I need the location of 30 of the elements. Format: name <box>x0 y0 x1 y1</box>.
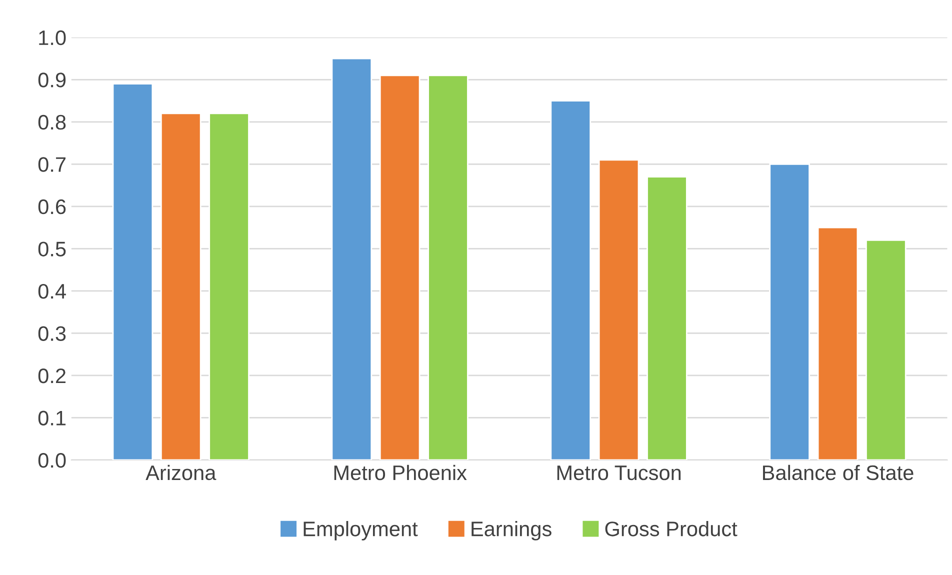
y-tick-label: 0.6 <box>38 199 66 214</box>
x-tick-label: Metro Phoenix <box>334 464 467 480</box>
bar <box>769 163 810 460</box>
y-tick-label: 0.8 <box>38 114 66 130</box>
y-tick-label: 0.5 <box>38 242 66 256</box>
y-tick-label: 0.3 <box>38 326 66 341</box>
bar <box>160 112 202 460</box>
y-tick-label: 0.9 <box>38 72 66 88</box>
y-tick-label: 0.0 <box>38 453 66 468</box>
bar <box>646 176 688 460</box>
bar <box>379 74 420 460</box>
legend-label: Earnings <box>472 521 552 540</box>
bar <box>598 159 640 460</box>
bar <box>866 240 906 460</box>
bar <box>112 83 154 460</box>
y-tick-label: 0.2 <box>38 368 66 384</box>
y-tick-label: 0.7 <box>38 157 66 172</box>
x-tick-label: Arizona <box>146 464 216 480</box>
x-tick-label: Balance of State <box>763 464 914 480</box>
y-tick-label: 1.0 <box>39 30 66 46</box>
legend-label: Employment <box>304 521 418 540</box>
bar <box>817 226 858 460</box>
bar <box>428 74 468 460</box>
legend-label: Gross Product <box>605 521 738 536</box>
bar <box>208 112 250 460</box>
y-tick-label: 0.1 <box>38 410 66 426</box>
y-tick-label: 0.4 <box>38 284 66 299</box>
bar <box>331 58 372 460</box>
x-tick-label: Metro Tucson <box>557 466 681 480</box>
bar <box>550 100 592 460</box>
